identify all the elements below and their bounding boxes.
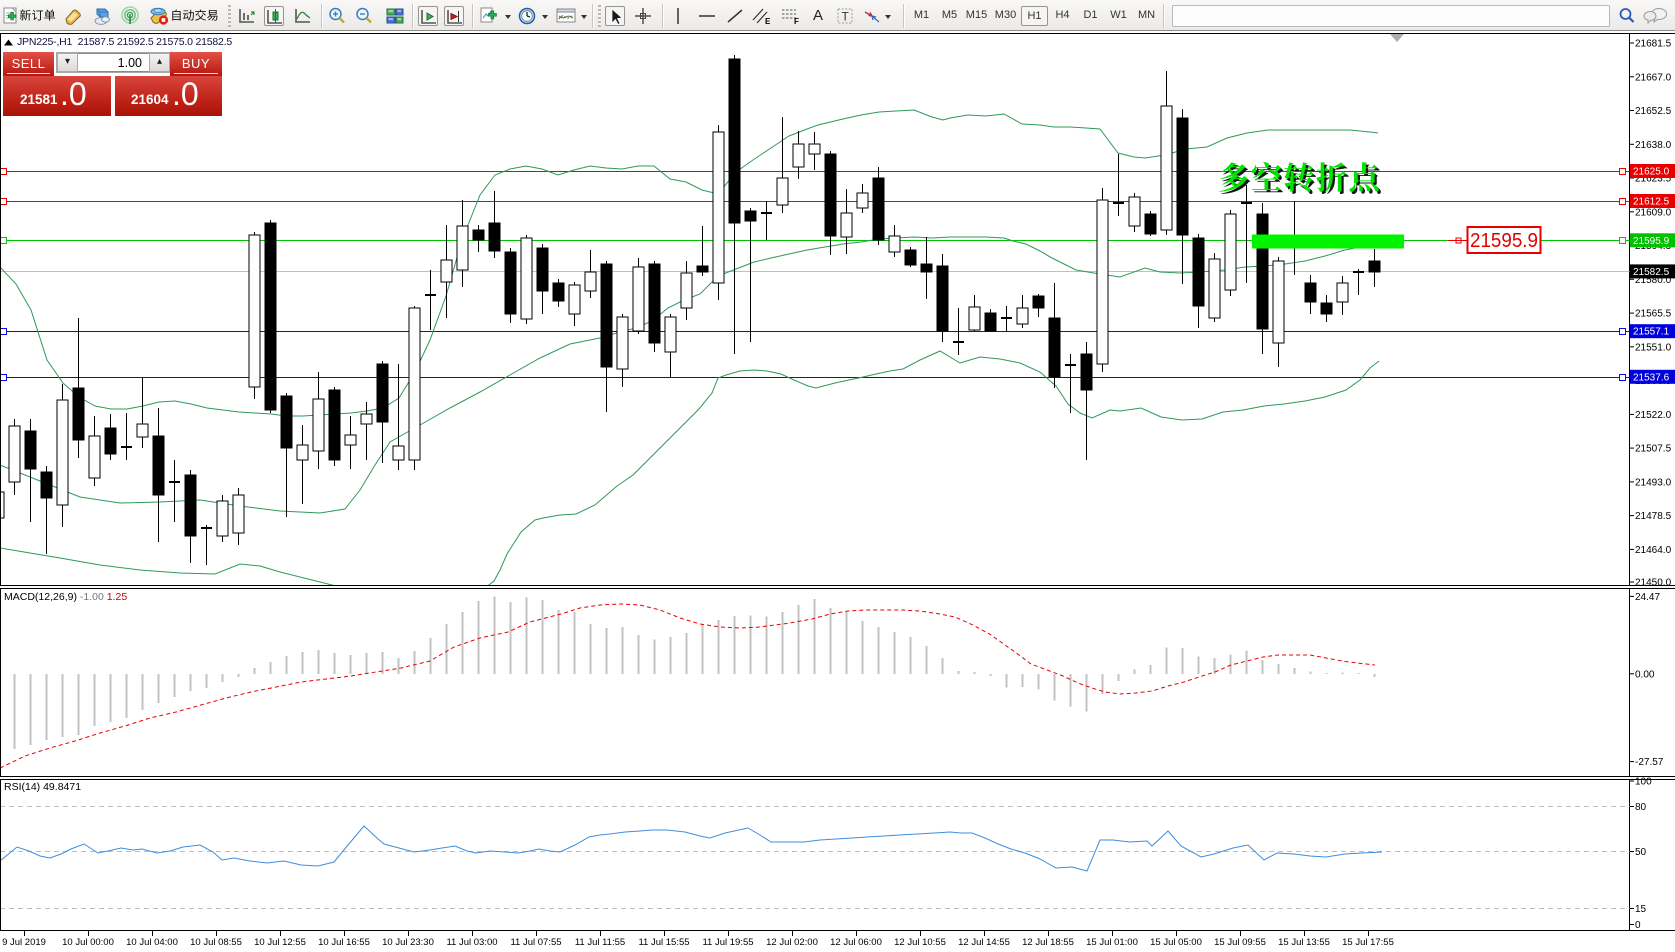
svg-text:21652.5: 21652.5 — [1635, 106, 1672, 117]
svg-text:10 Jul 04:00: 10 Jul 04:00 — [126, 937, 178, 948]
svg-text:21612.5: 21612.5 — [1633, 197, 1670, 208]
svg-text:12 Jul 18:55: 12 Jul 18:55 — [1022, 937, 1074, 948]
svg-text:15 Jul 09:55: 15 Jul 09:55 — [1214, 937, 1266, 948]
svg-text:RSI(14) 49.8471: RSI(14) 49.8471 — [4, 781, 81, 793]
svg-text:11 Jul 03:00: 11 Jul 03:00 — [446, 937, 497, 948]
svg-text:12 Jul 06:00: 12 Jul 06:00 — [830, 937, 882, 948]
svg-text:21522.0: 21522.0 — [1635, 410, 1672, 421]
svg-text:12 Jul 02:00: 12 Jul 02:00 — [766, 937, 818, 948]
svg-text:10 Jul 16:55: 10 Jul 16:55 — [318, 937, 370, 948]
svg-text:12 Jul 14:55: 12 Jul 14:55 — [958, 937, 1010, 948]
svg-text:21537.6: 21537.6 — [1633, 372, 1670, 383]
svg-text:0.00: 0.00 — [1635, 669, 1655, 680]
svg-text:11 Jul 19:55: 11 Jul 19:55 — [702, 937, 753, 948]
svg-text:21478.5: 21478.5 — [1635, 511, 1672, 522]
svg-text:15 Jul 13:55: 15 Jul 13:55 — [1278, 937, 1330, 948]
svg-text:10 Jul 08:55: 10 Jul 08:55 — [190, 937, 242, 948]
svg-text:11 Jul 07:55: 11 Jul 07:55 — [510, 937, 561, 948]
svg-text:21580.0: 21580.0 — [1635, 275, 1672, 286]
svg-text:12 Jul 10:55: 12 Jul 10:55 — [894, 937, 946, 948]
svg-text:21507.5: 21507.5 — [1635, 444, 1672, 455]
svg-text:0: 0 — [1635, 920, 1641, 931]
svg-text:10 Jul 12:55: 10 Jul 12:55 — [254, 937, 306, 948]
svg-text:11 Jul 15:55: 11 Jul 15:55 — [638, 937, 689, 948]
svg-text:15 Jul 05:00: 15 Jul 05:00 — [1150, 937, 1202, 948]
svg-text:11 Jul 11:55: 11 Jul 11:55 — [575, 937, 625, 948]
svg-text:21493.0: 21493.0 — [1635, 477, 1672, 488]
svg-text:21667.0: 21667.0 — [1635, 72, 1672, 83]
svg-text:10 Jul 00:00: 10 Jul 00:00 — [62, 937, 114, 948]
svg-text:21565.5: 21565.5 — [1635, 309, 1672, 320]
svg-text:21625.0: 21625.0 — [1633, 167, 1670, 178]
svg-text:E: E — [765, 17, 771, 26]
svg-text:21595.9: 21595.9 — [1470, 230, 1538, 252]
svg-text:100: 100 — [1635, 777, 1652, 788]
svg-text:24.47: 24.47 — [1635, 592, 1660, 603]
svg-text:-27.57: -27.57 — [1635, 757, 1664, 768]
svg-text:21623.5: 21623.5 — [1635, 174, 1672, 185]
svg-text:21557.1: 21557.1 — [1633, 327, 1670, 338]
svg-text:21638.0: 21638.0 — [1635, 140, 1672, 151]
svg-text:50: 50 — [1635, 847, 1647, 858]
svg-text:15: 15 — [1635, 904, 1647, 915]
svg-text:21551.0: 21551.0 — [1635, 342, 1672, 353]
svg-text:21595.9: 21595.9 — [1633, 236, 1670, 247]
svg-text:21450.0: 21450.0 — [1635, 578, 1672, 589]
svg-text:JPN225-,H1 21587.5 21592.5 21: JPN225-,H1 21587.5 21592.5 21575.0 21582… — [17, 36, 232, 48]
svg-text:80: 80 — [1635, 802, 1647, 813]
svg-text:10 Jul 23:30: 10 Jul 23:30 — [382, 937, 434, 948]
svg-text:21582.5: 21582.5 — [1633, 267, 1670, 278]
svg-text:15 Jul 17:55: 15 Jul 17:55 — [1342, 937, 1394, 948]
svg-text:21681.5: 21681.5 — [1635, 39, 1672, 50]
svg-text:F: F — [794, 17, 799, 26]
svg-text:9 Jul 2019: 9 Jul 2019 — [2, 937, 46, 948]
svg-text:15 Jul 01:00: 15 Jul 01:00 — [1086, 937, 1138, 948]
svg-text:MACD(12,26,9) -1.00 1.25: MACD(12,26,9) -1.00 1.25 — [4, 591, 127, 603]
svg-text:21464.0: 21464.0 — [1635, 545, 1672, 556]
svg-text:T: T — [842, 10, 850, 24]
svg-text:21609.0: 21609.0 — [1635, 207, 1672, 218]
